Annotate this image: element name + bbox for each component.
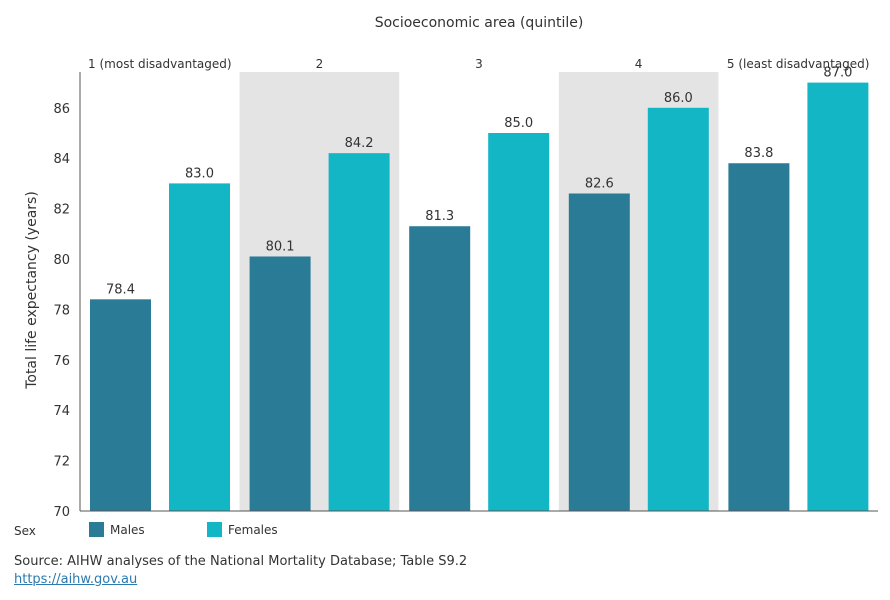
y-axis-title: Total life expectancy (years) xyxy=(24,191,40,390)
category-label: 4 xyxy=(635,57,643,71)
data-label: 80.1 xyxy=(266,239,295,254)
bar-males-1 xyxy=(90,299,151,511)
y-tick-label: 86 xyxy=(53,102,70,117)
y-tick-label: 80 xyxy=(53,253,70,268)
bar-males-4 xyxy=(568,193,630,512)
source-label: Source xyxy=(14,554,59,569)
data-label: 86.0 xyxy=(664,91,693,106)
data-label: 81.3 xyxy=(425,209,454,224)
y-tick-label: 72 xyxy=(53,455,70,470)
legend-item-males[interactable]: Males xyxy=(89,522,145,537)
source-link[interactable]: https://aihw.gov.au xyxy=(14,572,138,587)
data-label: 85.0 xyxy=(504,116,533,131)
data-label: 84.2 xyxy=(345,136,374,151)
y-tick-label: 84 xyxy=(53,152,70,167)
legend-swatch-males xyxy=(89,522,104,537)
legend-title: Sex xyxy=(14,524,36,538)
legend-label-females: Females xyxy=(228,522,278,537)
bar-females-3 xyxy=(488,133,550,511)
legend: Sex Males Females xyxy=(0,520,890,542)
source-text: : AIHW analyses of the National Mortalit… xyxy=(58,554,468,569)
legend-label-males: Males xyxy=(110,522,145,537)
bar-males-2 xyxy=(249,256,311,511)
data-label: 82.6 xyxy=(585,176,614,191)
data-label: 83.8 xyxy=(744,146,773,161)
y-tick-label: 78 xyxy=(53,303,70,318)
chart-title: Socioeconomic area (quintile) xyxy=(375,15,584,31)
bar-females-4 xyxy=(647,107,709,512)
category-label: 1 (most disadvantaged) xyxy=(88,57,232,71)
bar-chart: Socioeconomic area (quintile) 1 (most dis… xyxy=(24,15,878,520)
y-tick-label: 74 xyxy=(53,404,70,419)
category-label: 3 xyxy=(475,57,483,71)
data-label: 83.0 xyxy=(185,166,214,181)
source-note: Source: AIHW analyses of the National Mo… xyxy=(14,554,467,569)
bar-females-1 xyxy=(169,183,230,511)
category-label: 5 (least disadvantaged) xyxy=(727,57,870,71)
bar-males-3 xyxy=(409,226,471,512)
y-tick-label: 70 xyxy=(53,505,70,520)
data-label: 78.4 xyxy=(106,282,135,297)
y-tick-label: 82 xyxy=(53,203,70,218)
y-tick-label: 76 xyxy=(53,354,70,369)
category-label: 2 xyxy=(316,57,324,71)
data-label: 87.0 xyxy=(823,66,852,81)
bar-females-5 xyxy=(807,82,869,511)
bar-females-2 xyxy=(328,153,390,511)
bar-males-5 xyxy=(728,163,790,512)
legend-item-females[interactable]: Females xyxy=(207,522,278,537)
legend-swatch-females xyxy=(207,522,222,537)
